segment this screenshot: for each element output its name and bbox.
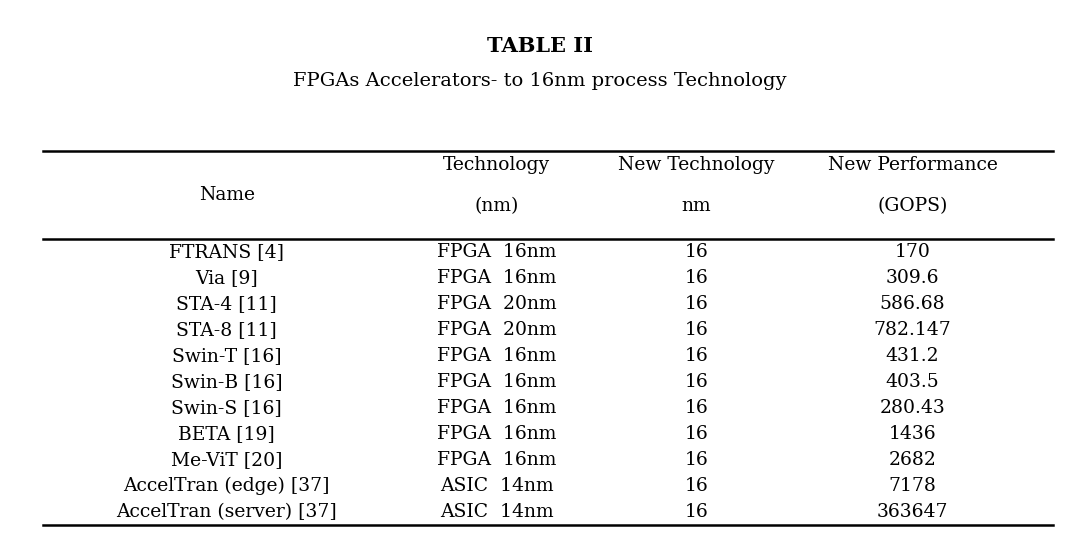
Text: FPGAs Accelerators- to 16nm process Technology: FPGAs Accelerators- to 16nm process Tech…	[294, 72, 786, 90]
Text: 403.5: 403.5	[886, 373, 940, 391]
Text: 16: 16	[685, 347, 708, 365]
Text: STA-8 [11]: STA-8 [11]	[176, 321, 278, 339]
Text: Me-ViT [20]: Me-ViT [20]	[171, 451, 283, 469]
Text: FPGA  16nm: FPGA 16nm	[437, 425, 556, 443]
Text: (GOPS): (GOPS)	[877, 197, 948, 215]
Text: 16: 16	[685, 321, 708, 339]
Text: TABLE II: TABLE II	[487, 36, 593, 56]
Text: nm: nm	[681, 197, 712, 215]
Text: 170: 170	[894, 243, 931, 261]
Text: FPGA  16nm: FPGA 16nm	[437, 270, 556, 287]
Text: 280.43: 280.43	[880, 399, 945, 417]
Text: Via [9]: Via [9]	[195, 270, 258, 287]
Text: New Performance: New Performance	[827, 156, 998, 174]
Text: 16: 16	[685, 270, 708, 287]
Text: Technology: Technology	[443, 156, 551, 174]
Text: New Technology: New Technology	[619, 156, 774, 174]
Text: 7178: 7178	[889, 477, 936, 495]
Text: AccelTran (edge) [37]: AccelTran (edge) [37]	[123, 477, 330, 496]
Text: ASIC  14nm: ASIC 14nm	[440, 503, 554, 521]
Text: 1436: 1436	[889, 425, 936, 443]
Text: FPGA  16nm: FPGA 16nm	[437, 399, 556, 417]
Text: ASIC  14nm: ASIC 14nm	[440, 477, 554, 495]
Text: 16: 16	[685, 295, 708, 314]
Text: Swin-T [16]: Swin-T [16]	[172, 347, 282, 365]
Text: Swin-S [16]: Swin-S [16]	[172, 399, 282, 417]
Text: 363647: 363647	[877, 503, 948, 521]
Text: FPGA  16nm: FPGA 16nm	[437, 243, 556, 261]
Text: 16: 16	[685, 477, 708, 495]
Text: STA-4 [11]: STA-4 [11]	[176, 295, 278, 314]
Text: FPGA  20nm: FPGA 20nm	[437, 321, 556, 339]
Text: FTRANS [4]: FTRANS [4]	[170, 243, 284, 261]
Text: 16: 16	[685, 243, 708, 261]
Text: FPGA  16nm: FPGA 16nm	[437, 347, 556, 365]
Text: 782.147: 782.147	[874, 321, 951, 339]
Text: 16: 16	[685, 399, 708, 417]
Text: 16: 16	[685, 373, 708, 391]
Text: 309.6: 309.6	[886, 270, 940, 287]
Text: 586.68: 586.68	[880, 295, 945, 314]
Text: (nm): (nm)	[474, 197, 519, 215]
Text: Swin-B [16]: Swin-B [16]	[171, 373, 283, 391]
Text: AccelTran (server) [37]: AccelTran (server) [37]	[117, 503, 337, 521]
Text: 16: 16	[685, 425, 708, 443]
Text: 2682: 2682	[889, 451, 936, 469]
Text: FPGA  20nm: FPGA 20nm	[437, 295, 556, 314]
Text: FPGA  16nm: FPGA 16nm	[437, 451, 556, 469]
Text: 431.2: 431.2	[886, 347, 940, 365]
Text: BETA [19]: BETA [19]	[178, 425, 275, 443]
Text: Name: Name	[199, 186, 255, 204]
Text: FPGA  16nm: FPGA 16nm	[437, 373, 556, 391]
Text: 16: 16	[685, 451, 708, 469]
Text: 16: 16	[685, 503, 708, 521]
